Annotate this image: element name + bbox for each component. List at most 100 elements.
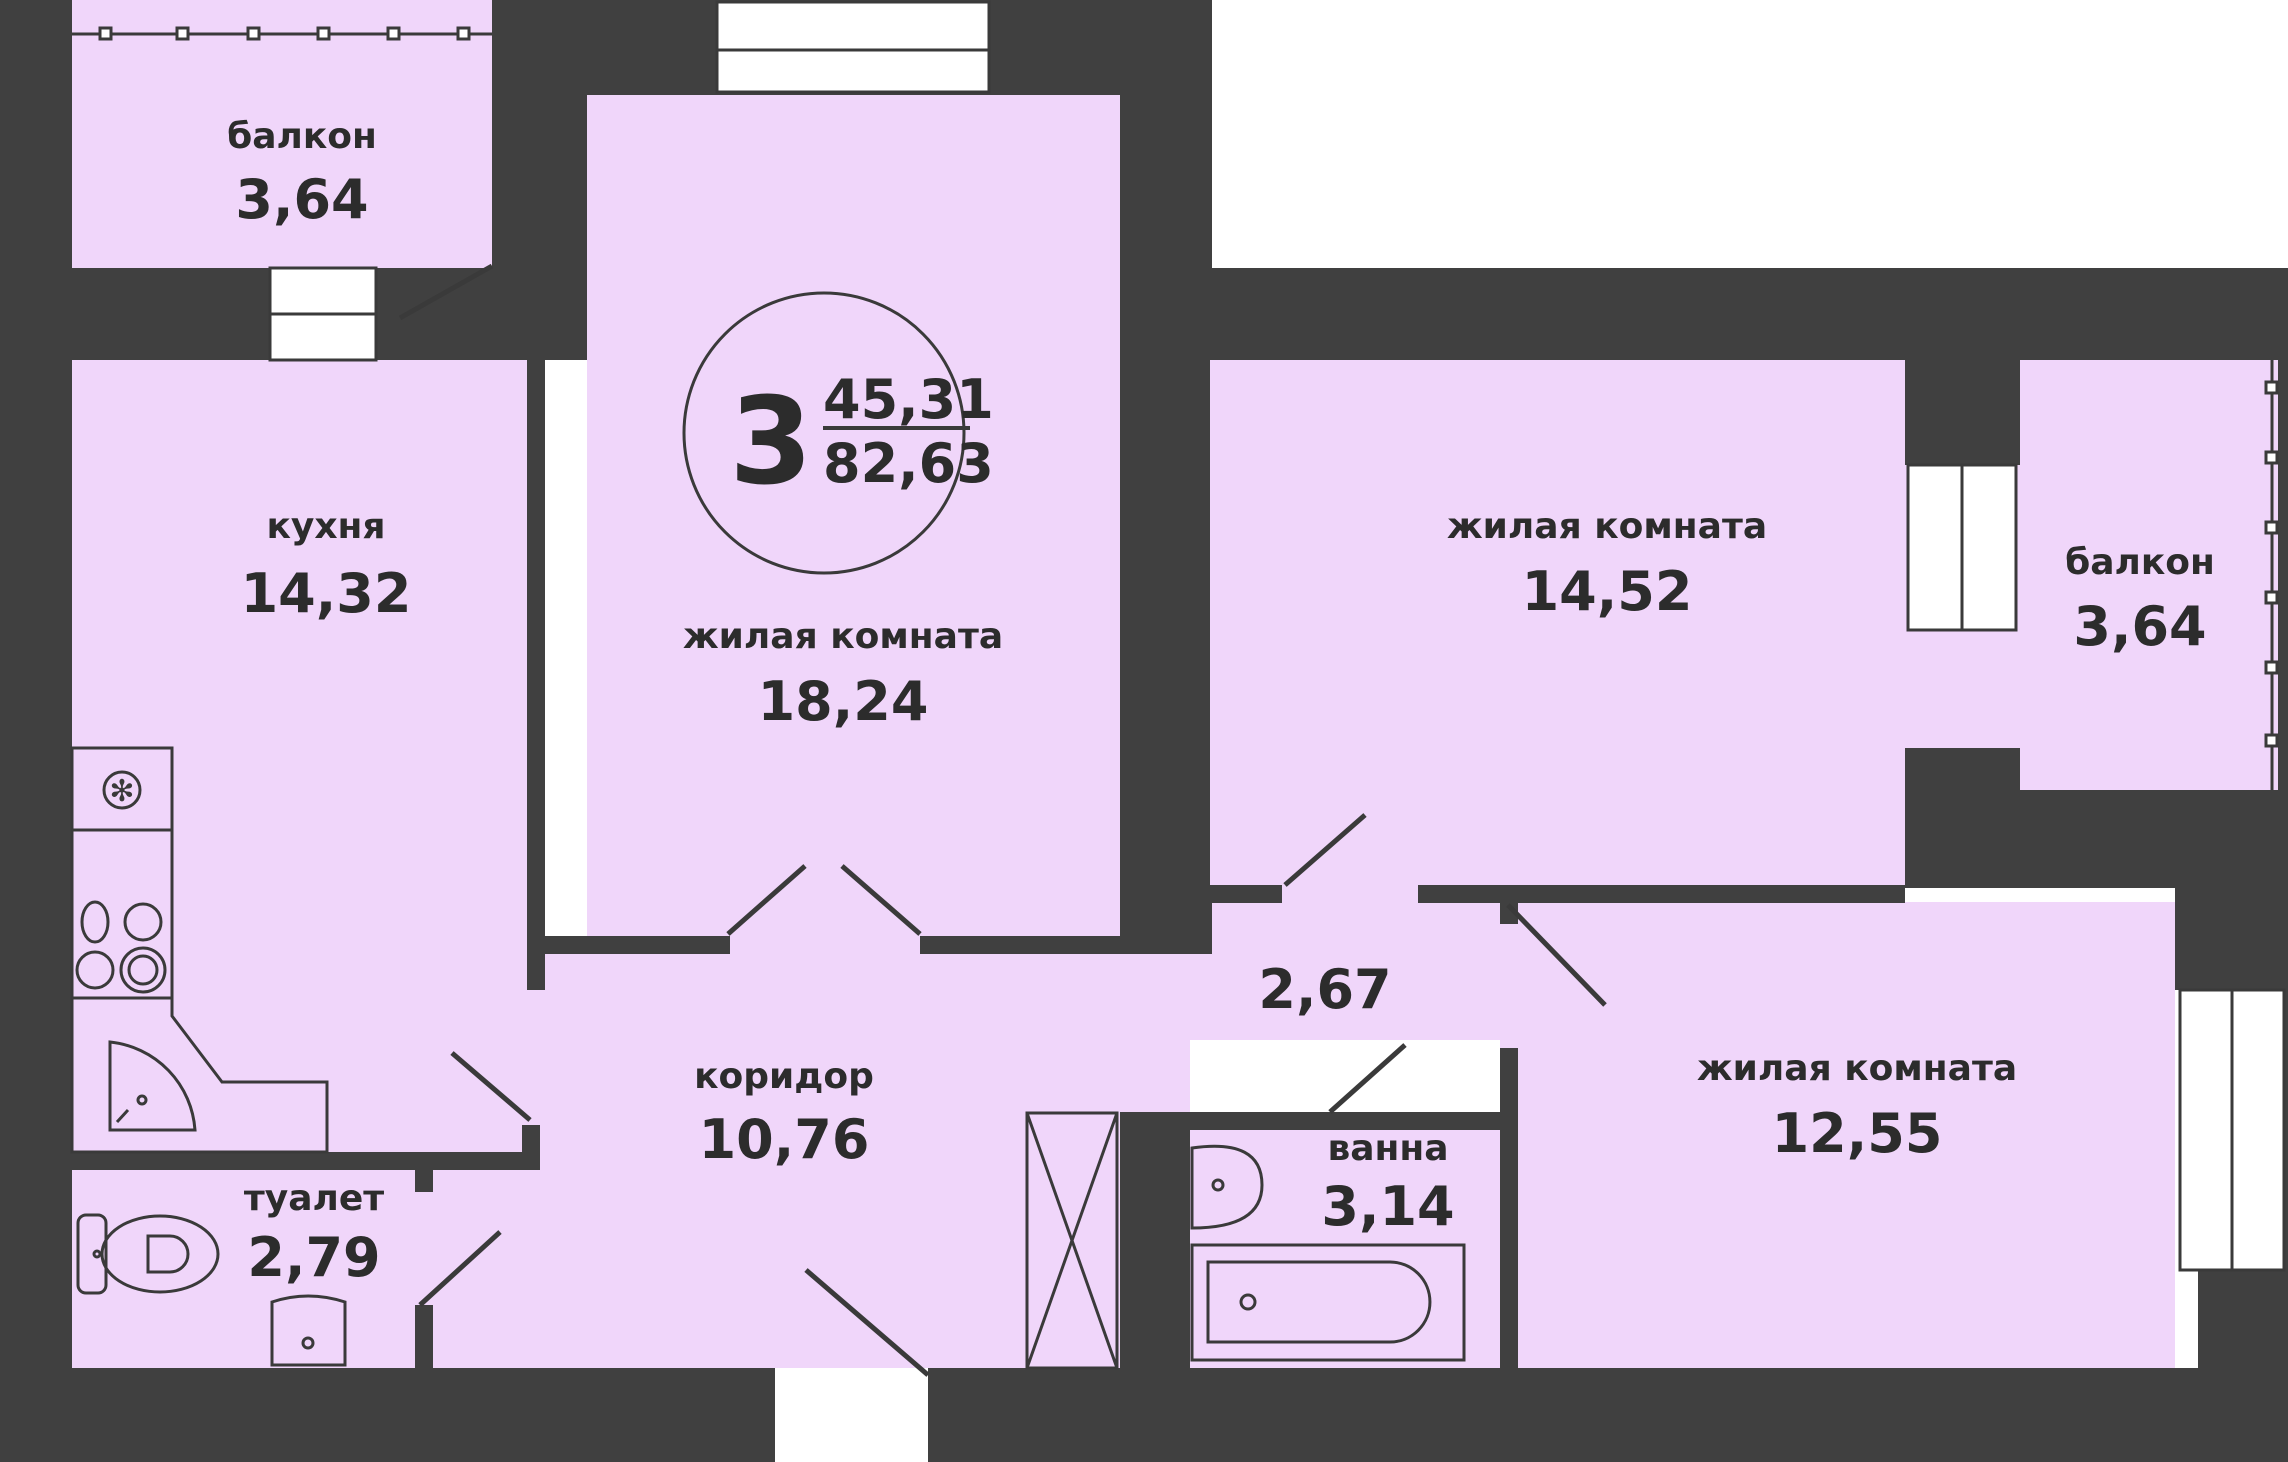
toilet-area: 2,79 [247, 1226, 380, 1289]
balcony-top-area: 3,64 [235, 168, 368, 231]
toilet-tank-icon [76, 1213, 108, 1295]
kitchen-name: кухня [266, 506, 385, 547]
kitchen-counter [70, 746, 329, 1154]
wardrobe [1025, 1111, 1119, 1370]
floors [72, 0, 2278, 1368]
bathroom-area: 3,14 [1321, 1175, 1454, 1238]
living-upper-right-name: жилая комната [1447, 506, 1767, 547]
railing-top-post [246, 26, 261, 41]
bathtub-drain-icon [1239, 1293, 1257, 1311]
wall-under-balcony [2020, 790, 2198, 888]
living-lower-right-name: жилая комната [1697, 1048, 2017, 1089]
floor-balcony-top [72, 0, 492, 268]
partition-center-bottom-left [545, 936, 730, 954]
stove-burner-icon [123, 902, 163, 942]
partition-corridor-stub [522, 1125, 540, 1170]
door-upper-right [1283, 813, 1367, 887]
balcony-right-area: 3,64 [2073, 595, 2206, 658]
partition-bath-top-right [1445, 1112, 1500, 1130]
living-lower-right-area: 12,55 [1772, 1102, 1943, 1165]
door-center-right [840, 864, 922, 936]
door-balcony-top [398, 263, 494, 321]
door-kitchen [450, 1051, 532, 1122]
wall-top-right [1120, 268, 2285, 360]
partition-toilet-right [415, 1305, 433, 1368]
toilet-sink-icon [270, 1294, 347, 1367]
railing-right-post [2264, 450, 2279, 465]
wardrobe-cross [1025, 1112, 1119, 1369]
balcony-top-name: балкон [227, 116, 377, 157]
living-center-area: 18,24 [758, 670, 929, 733]
sink-drain-icon [136, 1094, 148, 1106]
sink-tap-icon [115, 1108, 130, 1124]
partition-toilet-stub [415, 1170, 433, 1192]
room-labels: балкон 3,64 кухня 14,32 жилая комната 18… [227, 116, 2215, 1289]
wall-balcony-pillar-bottom [1905, 748, 2020, 888]
partition-upper-right-bottom-right [1418, 885, 1905, 903]
fridge-icon [102, 770, 142, 810]
wall-right-corner [2175, 790, 2288, 990]
toilet-name: туалет [244, 1178, 384, 1219]
toilet-sink-drain-icon [301, 1336, 315, 1350]
wall-bottom-right [928, 1368, 2288, 1462]
door-lower-right [1506, 903, 1607, 1007]
toilet-fixtures [76, 1213, 347, 1367]
partition-balcony-left-top [1905, 360, 1923, 465]
bath-sink-drain-icon [1211, 1178, 1225, 1192]
railing-top-post [386, 26, 401, 41]
windows [268, 0, 2286, 1272]
door-toilet [418, 1230, 502, 1307]
railing-right-post [2264, 733, 2279, 748]
wardrobe-frame [1025, 1111, 1119, 1370]
window-top-center [715, 0, 991, 94]
railing-top-post [456, 26, 471, 41]
railing-right-post [2264, 520, 2279, 535]
floor-corridor [527, 885, 1905, 1368]
doors [398, 263, 1607, 1377]
floor-living-center [587, 95, 1120, 936]
bathtub-icon [1206, 1260, 1432, 1344]
wall-bottom-left [0, 1368, 775, 1462]
partition-upper-right-bottom-left [1192, 885, 1282, 903]
railing-right-post [2264, 660, 2279, 675]
badge-circle [682, 291, 966, 575]
door-bath [1328, 1043, 1407, 1114]
stove-burner-icon [127, 954, 159, 986]
partition-center-bottom-right [920, 936, 1212, 954]
bathroom-name: ванна [1327, 1128, 1448, 1169]
living-center-name: жилая комната [683, 616, 1003, 657]
snowflake-icon: ✻ [109, 774, 134, 809]
balcony-railings [72, 26, 2279, 790]
floor-kitchen [72, 360, 527, 1368]
railing-right-post [2264, 590, 2279, 605]
wall-left [0, 0, 72, 1462]
railing-top-post [98, 26, 113, 41]
door-entrance [804, 1268, 930, 1377]
kitchen-area: 14,32 [241, 562, 412, 625]
door-center-left [726, 864, 807, 936]
stove-burner-icon [75, 950, 115, 990]
floor-toilet [72, 1170, 420, 1368]
stove-burner-icon [80, 900, 110, 944]
floor-bathroom [1190, 1112, 1500, 1368]
bath-sink-icon [1190, 1144, 1264, 1230]
stove-burner-icon [119, 946, 167, 994]
partitions [72, 360, 1923, 1368]
railing-right-post [2264, 380, 2279, 395]
hall-area: 2,67 [1258, 958, 1391, 1021]
partition-kitchen-right [527, 360, 545, 990]
railing-top-post [316, 26, 331, 41]
wall-balcony-pillar-top [1905, 345, 2020, 465]
apartment-badge: 3 45,31 82,63 [682, 291, 994, 575]
floor-living-lower-right [1500, 902, 2175, 1368]
toilet-seat-icon [146, 1234, 190, 1274]
floor-balcony-right [2020, 360, 2278, 790]
bathroom-fixtures [1190, 1144, 1466, 1362]
partition-bath-right [1500, 1048, 1518, 1368]
partition-upper-right-left [1192, 360, 1210, 885]
balcony-right-name: балкон [2065, 542, 2215, 583]
living-upper-right-area: 14,52 [1522, 560, 1693, 623]
bathtub-frame-icon [1190, 1243, 1466, 1362]
kitchen-sink-icon [108, 1040, 197, 1132]
